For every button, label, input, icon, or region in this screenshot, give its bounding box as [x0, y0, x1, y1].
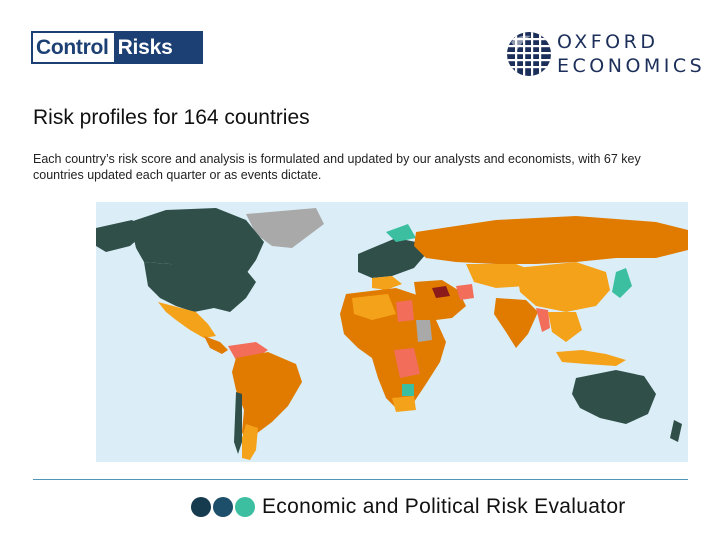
map-region-south-africa	[392, 396, 416, 412]
map-region-china	[516, 262, 610, 312]
page-title: Risk profiles for 164 countries	[33, 106, 310, 129]
world-risk-map	[96, 202, 688, 462]
oxford-wordmark-line2: ECONOMICS	[557, 55, 706, 77]
map-region-chile	[234, 392, 242, 454]
globe-icon	[507, 32, 551, 76]
map-region-scandinavia	[386, 224, 416, 242]
page-description: Each country’s risk score and analysis i…	[33, 152, 641, 182]
control-risks-logo-text-right: Risks	[117, 35, 173, 59]
map-region-southern-europe	[372, 276, 402, 290]
control-risks-logo: Control Risks	[31, 31, 203, 64]
world-risk-map-graphic	[96, 202, 688, 462]
map-region-iran-iraq	[456, 284, 474, 300]
footer-title: Economic and Political Risk Evaluator	[262, 495, 626, 518]
map-region-southern-cone	[242, 424, 258, 460]
footer-dot-2	[213, 497, 233, 517]
footer-divider	[33, 479, 688, 480]
map-region-new-zealand	[670, 420, 682, 442]
map-region-australia	[572, 370, 656, 424]
map-region-sudan	[416, 320, 432, 342]
map-region-europe	[358, 238, 426, 278]
map-region-myanmar	[536, 308, 550, 332]
oxford-economics-logo: OXFORD ECONOMICS	[505, 30, 702, 80]
map-region-north-africa	[352, 294, 396, 320]
map-region-south-america	[232, 352, 302, 448]
map-region-mexico	[158, 302, 216, 338]
control-risks-logo-text-left: Control	[33, 33, 114, 62]
footer-dots	[191, 497, 255, 517]
map-region-se-asia	[548, 312, 582, 342]
map-region-central-america	[204, 336, 228, 354]
oxford-wordmark-line1: OXFORD	[557, 31, 659, 53]
footer-dot-1	[191, 497, 211, 517]
footer-dot-3	[235, 497, 255, 517]
map-region-india	[494, 298, 538, 348]
map-region-russia	[414, 216, 688, 264]
map-region-syria	[432, 286, 450, 298]
map-region-indonesia	[556, 350, 626, 366]
map-region-japan	[612, 268, 632, 298]
map-region-usa	[144, 262, 256, 312]
map-region-botswana	[402, 384, 414, 396]
map-region-greenland	[246, 208, 324, 248]
map-region-canada	[130, 208, 264, 274]
oxford-economics-wordmark: OXFORD ECONOMICS	[557, 30, 705, 78]
map-region-drc	[394, 348, 420, 378]
map-region-libya	[396, 300, 414, 322]
